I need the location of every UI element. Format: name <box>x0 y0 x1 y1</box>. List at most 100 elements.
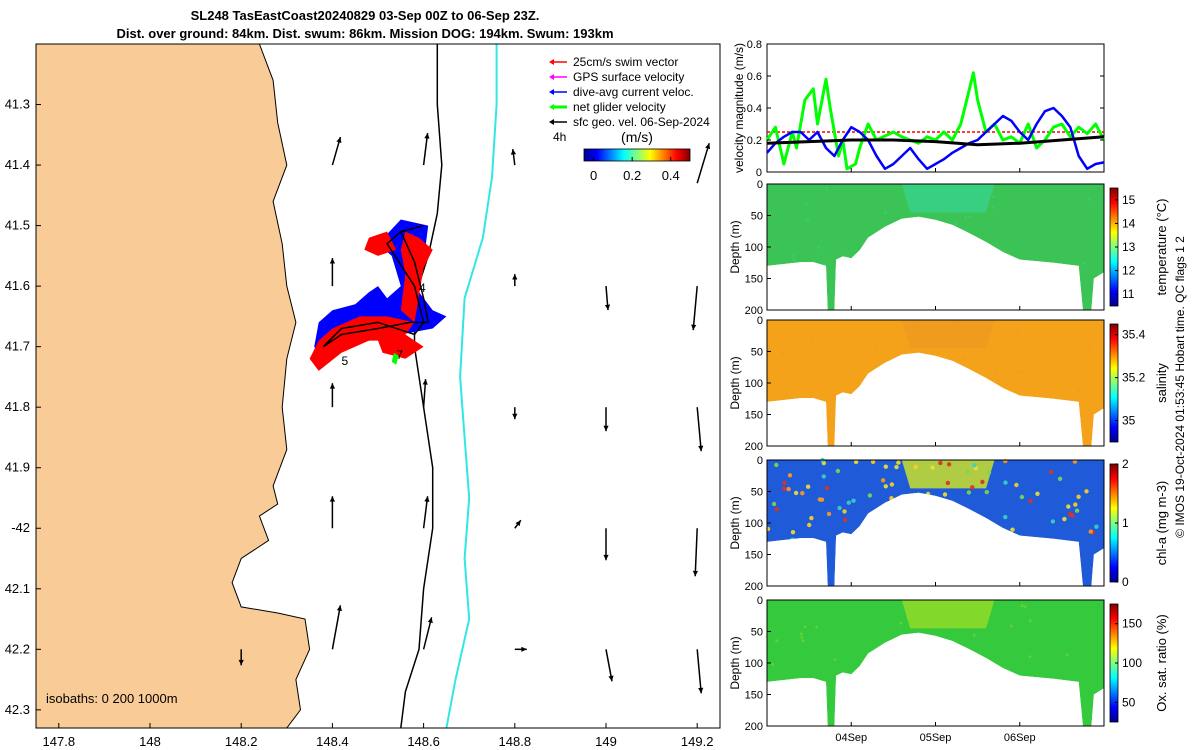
section-colorbar-label: salinity <box>1154 363 1169 403</box>
colorbar-tick-label: 14 <box>1122 216 1136 230</box>
velocity-series-line <box>766 135 1105 147</box>
colorbar-tick-label: 0 <box>590 168 597 183</box>
section-surface-band <box>901 320 995 349</box>
geo-vector-arrow <box>329 383 336 408</box>
velocity-y-tick-label: 0.6 <box>747 71 762 83</box>
velocity-y-ticks: 0 0.2 0.4 0.6 0.8 <box>747 39 1104 179</box>
velocity-y-label: velocity magnitude (m/s) <box>732 43 746 173</box>
colorbar-tick-label: 13 <box>1122 240 1136 254</box>
map-y-tick-label: 42.3 <box>5 702 30 717</box>
map-y-tick-label: 41.8 <box>5 399 30 414</box>
velocity-y-tick-label: 0.4 <box>747 103 762 115</box>
map-x-tick-label: 149.2 <box>681 734 714 749</box>
geo-vector-arrow <box>696 143 711 184</box>
depth-tick-label: 200 <box>745 581 763 593</box>
isobath-200m <box>400 44 443 728</box>
map-panel: 147.8 148 148.2 148.4 148.6 148.8 149 149.2 41.… <box>5 43 721 749</box>
map-x-tick-label: 148.2 <box>225 734 258 749</box>
map-y-tick-label: 42.2 <box>5 641 30 656</box>
legend-item: dive-avg current veloc. <box>549 85 694 99</box>
legend-label: net glider velocity <box>573 100 666 114</box>
depth-tick-label: 50 <box>751 487 763 499</box>
geo-vector-arrow <box>238 649 244 666</box>
map-x-tick-label: 147.8 <box>43 734 76 749</box>
map-y-tick-label: 41.3 <box>5 97 30 112</box>
map-x-tick-label: 148 <box>139 734 161 749</box>
day-label: 5 <box>342 354 349 368</box>
colorbar-tick-label: 0.4 <box>662 168 680 183</box>
glider-track <box>322 224 430 348</box>
depth-tick-label: 150 <box>745 274 763 286</box>
section-x-tick-label: 06Sep <box>1004 732 1036 744</box>
geo-vector-arrow <box>514 646 527 652</box>
depth-tick-label: 100 <box>745 658 763 670</box>
geo-vector-arrow <box>510 148 517 166</box>
velocity-y-tick-label: 0.8 <box>747 39 762 51</box>
colorbar-tick-label: 0.2 <box>623 168 641 183</box>
day-labels: 4 5 7 <box>342 281 427 368</box>
legend-label: dive-avg current veloc. <box>573 85 694 99</box>
speed-colorbar-ticks: 0 0.2 0.4 <box>590 157 680 183</box>
map-x-tick-label: 148.8 <box>499 734 532 749</box>
colorbar-tick-label: 150 <box>1122 617 1142 631</box>
depth-tick-label: 0 <box>757 315 763 327</box>
map-x-tick-label: 148.6 <box>407 734 440 749</box>
map-y-tick-label: 41.9 <box>5 460 30 475</box>
geo-vector-arrow <box>422 617 433 650</box>
map-x-tick-label: 149 <box>595 734 617 749</box>
swim-patch <box>364 231 397 256</box>
geo-vector-arrow <box>422 132 430 166</box>
day-label: 7 <box>396 348 403 362</box>
imos-credit: © IMOS 19-Oct-2024 01:53:45 Hobart time.… <box>1173 236 1187 538</box>
geo-vector-arrow <box>696 649 704 694</box>
depth-tick-label: 50 <box>751 627 763 639</box>
depth-tick-label: 200 <box>745 305 763 317</box>
figure-title-line-2: Dist. over ground: 84km. Dist. swum: 86k… <box>116 26 614 41</box>
depth-tick-label: 50 <box>751 347 763 359</box>
depth-axis-label: Depth (m) <box>728 356 742 409</box>
depth-tick-label: 100 <box>745 378 763 390</box>
legend-label: 25cm/s swim vector <box>573 55 678 69</box>
section-data-fill <box>767 460 1104 586</box>
colorbar-tick-label: 11 <box>1122 287 1135 301</box>
geo-vector-arrow <box>329 258 336 287</box>
depth-tick-label: 100 <box>745 242 763 254</box>
colorbar-tick-label: 35.2 <box>1122 371 1146 385</box>
section-panel-temp: 0 50 100 150 200 Depth (m) 11 12 13 14 15 temperatu… <box>728 179 1169 317</box>
colorbar-tick-label: 35.4 <box>1122 328 1146 342</box>
section-data-fill <box>767 184 1104 310</box>
day-label: 4 <box>419 281 426 295</box>
colorbar-tick-label: 15 <box>1122 193 1136 207</box>
colorbar-tick-label: 12 <box>1122 264 1136 278</box>
legend-extra-4h: 4h <box>553 130 566 144</box>
geo-vector-arrow <box>605 649 614 682</box>
geo-vector-arrow <box>512 407 518 420</box>
colorbar-tick-label: 1 <box>1122 516 1129 530</box>
geo-vector-arrow <box>331 136 342 166</box>
map-y-tick-label: 41.5 <box>5 218 30 233</box>
swim-patch <box>309 316 415 371</box>
depth-tick-label: 0 <box>757 595 763 607</box>
section-colorbar <box>1109 323 1119 443</box>
colorbar-tick-label: 100 <box>1122 656 1142 670</box>
colorbar-tick-label: 35 <box>1122 414 1136 428</box>
geo-vector-arrow <box>603 528 609 561</box>
section-x-ticks: 04Sep 05Sep 06Sep <box>835 168 1036 744</box>
legend-item: GPS surface velocity <box>549 70 684 84</box>
legend-label: GPS surface velocity <box>573 70 684 84</box>
swim-patch <box>400 231 433 323</box>
section-colorbar-label: chl-a (mg m-3) <box>1154 481 1169 566</box>
depth-tick-label: 200 <box>745 441 763 453</box>
section-surface-band <box>901 600 995 629</box>
depth-tick-label: 50 <box>751 211 763 223</box>
swim-patch <box>378 334 424 359</box>
section-x-tick-label: 04Sep <box>835 732 867 744</box>
section-data-fill <box>767 320 1104 446</box>
velocity-series-line <box>766 106 1105 171</box>
section-surface-band <box>901 460 995 489</box>
geo-vector-arrow <box>691 286 698 331</box>
legend-label: sfc geo. vel. 06-Sep-2024 <box>573 115 710 129</box>
